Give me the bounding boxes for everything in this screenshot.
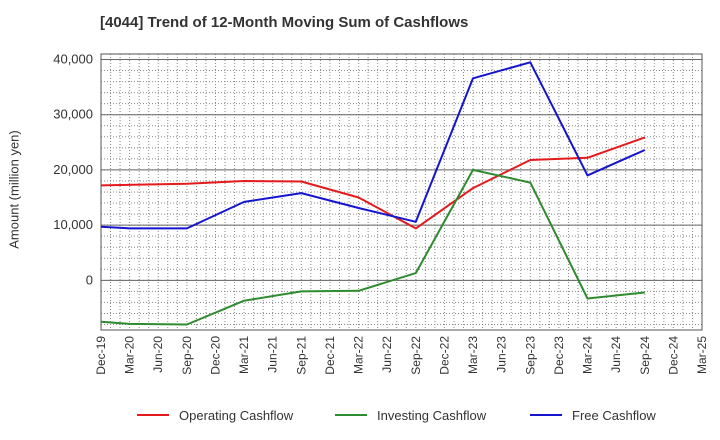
grid-layer bbox=[100, 54, 703, 330]
x-tick-label: Jun-20 bbox=[151, 336, 165, 373]
x-tick-label: Mar-24 bbox=[581, 336, 595, 374]
legend-swatch bbox=[137, 414, 169, 416]
legend: Operating Cashflow Investing Cashflow Fr… bbox=[0, 405, 720, 425]
legend-label: Investing Cashflow bbox=[377, 407, 487, 423]
x-tick-label: Mar-25 bbox=[695, 336, 709, 374]
legend-item-operating: Operating Cashflow bbox=[137, 405, 293, 425]
x-tick-label: Dec-20 bbox=[208, 336, 222, 375]
x-tick-label: Dec-21 bbox=[323, 336, 337, 375]
legend-label: Free Cashflow bbox=[572, 407, 656, 423]
series-layer bbox=[100, 61, 646, 326]
x-tick-label: Sep-23 bbox=[523, 336, 537, 375]
x-tick-label: Dec-19 bbox=[94, 336, 108, 375]
series-line-2 bbox=[100, 168, 645, 326]
y-tick-label: 40,000 bbox=[53, 52, 93, 67]
legend-swatch bbox=[530, 414, 562, 416]
x-tick-label: Jun-23 bbox=[495, 336, 509, 373]
x-tick-label: Jun-21 bbox=[266, 336, 280, 373]
x-tick-label: Mar-20 bbox=[123, 336, 137, 374]
x-tick-label: Mar-23 bbox=[466, 336, 480, 374]
x-tick-label: Dec-22 bbox=[437, 336, 451, 375]
x-tick-label: Jun-24 bbox=[609, 336, 623, 373]
x-tick-label: Mar-21 bbox=[237, 336, 251, 374]
legend-item-investing: Investing Cashflow bbox=[335, 405, 486, 425]
series-line-3 bbox=[100, 61, 646, 230]
chart-title: [4044] Trend of 12-Month Moving Sum of C… bbox=[100, 14, 469, 31]
legend-swatch bbox=[335, 414, 367, 416]
x-tick-label: Sep-22 bbox=[409, 336, 423, 375]
label-layer: 0 10,000 20,000 30,000 40,000 Dec-19 Mar-20 Jun… bbox=[53, 52, 709, 375]
legend-item-free: Free Cashflow bbox=[530, 405, 656, 425]
x-tick-label: Dec-23 bbox=[552, 336, 566, 375]
x-tick-label: Sep-24 bbox=[638, 336, 652, 375]
x-tick-label: Mar-22 bbox=[352, 336, 366, 374]
series-line-1 bbox=[100, 136, 646, 230]
plot-frame bbox=[100, 53, 703, 331]
y-tick-label: 30,000 bbox=[53, 107, 93, 122]
x-tick-label: Sep-21 bbox=[294, 336, 308, 375]
x-tick-label: Dec-24 bbox=[666, 336, 680, 375]
x-tick-label: Sep-20 bbox=[180, 336, 194, 375]
axis-layer bbox=[100, 53, 703, 331]
y-tick-label: 20,000 bbox=[53, 162, 93, 177]
y-tick-label: 0 bbox=[86, 272, 93, 287]
x-tick-label: Jun-22 bbox=[380, 336, 394, 373]
legend-label: Operating Cashflow bbox=[179, 407, 294, 423]
y-tick-label: 10,000 bbox=[53, 217, 93, 232]
